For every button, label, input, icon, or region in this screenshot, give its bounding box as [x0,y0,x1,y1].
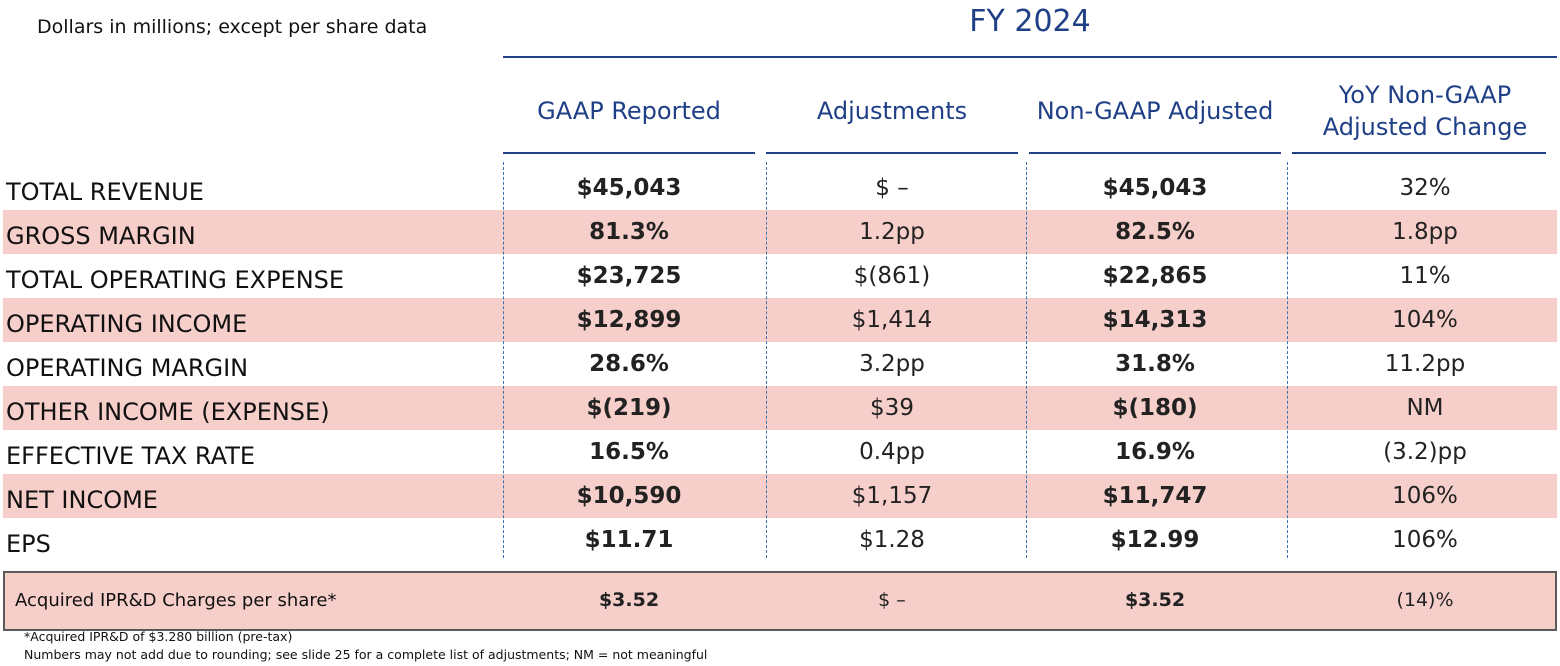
ipr-row-box [3,571,1557,631]
cell-gaap: $10,590 [576,483,682,509]
cell-non-gaap: $(180) [1112,395,1198,421]
table-row [3,210,1557,254]
column-separator-2 [1026,162,1027,558]
row-label: OTHER INCOME (EXPENSE) [6,398,330,426]
row-label: TOTAL OPERATING EXPENSE [6,266,345,294]
cell-adjustments: $1,414 [851,307,933,333]
cell-yoy: 1.8pp [1392,219,1458,245]
column-header-2: Non-GAAP Adjusted [1036,97,1274,125]
ipr-adjustments: $ – [878,589,906,611]
cell-adjustments: $1.28 [859,527,925,553]
footnote-rounding: Numbers may not add due to rounding; see… [24,647,708,662]
cell-non-gaap: 82.5% [1115,219,1195,245]
column-header-1: Adjustments [816,97,968,125]
cell-non-gaap: $22,865 [1102,263,1208,289]
column-rule-0 [503,152,755,154]
cell-adjustments: $ – [875,175,909,201]
cell-yoy: (3.2)pp [1383,439,1467,465]
dollars-note: Dollars in millions; except per share da… [37,16,428,38]
column-header-0: GAAP Reported [537,97,721,125]
footnote-ipr: *Acquired IPR&D of $3.280 billion (pre-t… [24,629,293,644]
cell-gaap: $23,725 [576,263,682,289]
cell-adjustments: $(861) [853,263,931,289]
row-label: GROSS MARGIN [6,222,196,250]
cell-adjustments: $39 [870,395,914,421]
column-rule-1 [766,152,1018,154]
cell-adjustments: 3.2pp [859,351,925,377]
fiscal-year-rule [503,56,1557,58]
column-header-3: YoY Non-GAAP Adjusted Change [1322,81,1528,141]
column-separator-1 [766,162,767,558]
row-label: EPS [6,530,51,558]
cell-non-gaap: 31.8% [1115,351,1195,377]
cell-gaap: 28.6% [589,351,669,377]
cell-non-gaap: $14,313 [1102,307,1208,333]
row-label: EFFECTIVE TAX RATE [6,442,256,470]
table-row [3,386,1557,430]
ipr-non-gaap: $3.52 [1124,589,1186,611]
cell-adjustments: 1.2pp [859,219,925,245]
cell-yoy: 11.2pp [1384,351,1466,377]
cell-gaap: $(219) [586,395,672,421]
cell-gaap: $11.71 [584,527,674,553]
cell-yoy: NM [1406,395,1444,421]
table-row [3,474,1557,518]
row-label: OPERATING INCOME [6,310,248,338]
column-separator-0 [503,162,504,558]
cell-yoy: 32% [1399,175,1451,201]
fiscal-year-title: FY 2024 [969,4,1091,39]
cell-gaap: 81.3% [589,219,669,245]
cell-yoy: 11% [1399,263,1451,289]
cell-adjustments: 0.4pp [859,439,925,465]
ipr-gaap: $3.52 [598,589,660,611]
cell-yoy: 104% [1392,307,1458,333]
cell-non-gaap: $11,747 [1102,483,1208,509]
cell-yoy: 106% [1392,483,1458,509]
cell-non-gaap: $12.99 [1110,527,1200,553]
row-label: NET INCOME [6,486,158,514]
column-separator-3 [1287,162,1288,558]
column-rule-3 [1292,152,1546,154]
ipr-yoy: (14)% [1396,589,1454,611]
cell-gaap: $45,043 [576,175,682,201]
cell-gaap: 16.5% [589,439,669,465]
ipr-row-label: Acquired IPR&D Charges per share* [15,590,337,611]
row-label: OPERATING MARGIN [6,354,249,382]
column-rule-2 [1029,152,1281,154]
table-row [3,298,1557,342]
cell-gaap: $12,899 [576,307,682,333]
row-label: TOTAL REVENUE [6,178,204,206]
cell-yoy: 106% [1392,527,1458,553]
cell-adjustments: $1,157 [851,483,933,509]
cell-non-gaap: $45,043 [1102,175,1208,201]
cell-non-gaap: 16.9% [1115,439,1195,465]
